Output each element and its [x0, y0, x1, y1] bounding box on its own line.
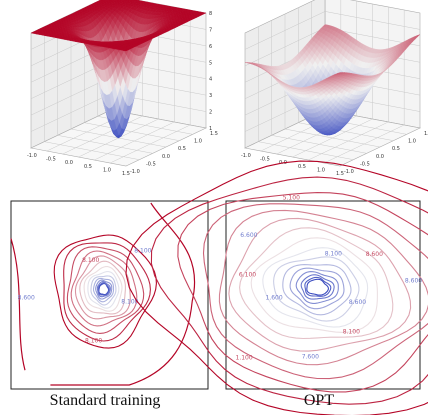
- y-tick-label: -0.5: [146, 161, 156, 167]
- surface-plot-standard: -1.0-0.50.00.51.01.5 -1.0-0.50.00.51.01.5…: [27, 0, 218, 177]
- y-tick-label: 1.0: [194, 139, 202, 145]
- x-tick-label: 1.0: [103, 167, 111, 173]
- contour-level-label: 7.600: [302, 354, 319, 361]
- y-tick-label: -1.0: [130, 169, 140, 175]
- caption-standard-training: Standard training: [49, 392, 161, 409]
- contour-level: [273, 256, 360, 322]
- contour-level: [239, 227, 394, 340]
- contour-level: [96, 281, 111, 298]
- contour-level-label: 6.600: [240, 232, 257, 239]
- contour-level: [150, 176, 428, 405]
- x-tick-label: -1.0: [27, 153, 37, 159]
- contour-level-label: 1.100: [236, 355, 253, 362]
- y-tick-label: 1.0: [408, 139, 416, 145]
- surface: [30, 0, 207, 139]
- contour-level: [70, 250, 138, 327]
- y-tick-label: -1.0: [344, 169, 354, 175]
- contour-level-label: 8.100: [121, 299, 138, 306]
- x-tick-label: 0.5: [84, 164, 92, 170]
- contour-level-label: 8.600: [349, 299, 366, 306]
- z-tick-label: 6: [209, 44, 212, 50]
- y-tick-label: 0.0: [376, 154, 384, 160]
- z-tick-label: 3: [209, 93, 212, 99]
- x-tick-label: 0.5: [298, 164, 306, 170]
- contour-level: [95, 279, 113, 300]
- contour-level: [202, 203, 428, 380]
- surface: [244, 24, 421, 136]
- z-tick-label: 4: [209, 77, 212, 83]
- contour-level-label: 8.100: [82, 257, 99, 264]
- contour-boundary: [10, 238, 26, 371]
- x-tick-label: 1.5: [336, 171, 344, 177]
- z-tick-label: 1: [209, 126, 212, 132]
- y-tick-label: -0.5: [360, 161, 370, 167]
- y-tick-label: 1.5: [424, 131, 428, 137]
- tick-labels: -1.0-0.50.00.51.01.5 -1.0-0.50.00.51.01.5…: [27, 11, 218, 177]
- x-tick-label: -1.0: [241, 153, 251, 159]
- contour-boundary: [50, 202, 196, 386]
- contour-level: [177, 192, 428, 393]
- x-tick-label: 0.0: [65, 160, 73, 166]
- contour-level: [250, 237, 378, 333]
- contour-level: [74, 255, 131, 320]
- contour-level: [289, 267, 345, 310]
- contour-level: [53, 234, 157, 349]
- caption-opt: OPT: [303, 392, 335, 409]
- y-tick-label: 1.5: [210, 131, 218, 137]
- contour-level: [63, 242, 151, 342]
- y-tick-label: 0.5: [178, 146, 186, 152]
- contour-plot-opt: 8.600 8.100 7.600 1.100 1.600 6.100 6.600 5.100…: [125, 160, 428, 415]
- z-tick-label: 5: [209, 60, 212, 66]
- x-tick-label: 1.5: [122, 171, 130, 177]
- contour-level-label: 6.100: [239, 271, 256, 278]
- contour-level-label: 5.100: [283, 194, 300, 201]
- contour-level: [228, 217, 412, 352]
- contour-level-label: 8.100: [343, 329, 360, 336]
- contour-level: [97, 282, 110, 296]
- contour-level: [87, 271, 120, 309]
- z-tick-label: 8: [209, 11, 212, 17]
- contour-level: [304, 276, 332, 297]
- x-tick-label: -0.5: [46, 157, 56, 163]
- contour-lines: [10, 202, 196, 386]
- x-tick-label: 1.0: [317, 167, 325, 173]
- contour-labels: 8.100 8.100 8.600 8.100 8.100: [18, 247, 152, 344]
- contour-level-label: 8.600: [366, 251, 383, 258]
- surface-plot-opt: -1.0-0.50.00.51.01.5-1.0-0.50.00.51.01.5: [241, 0, 428, 177]
- contour-level: [125, 160, 428, 415]
- z-tick-label: 2: [209, 110, 212, 116]
- contour-level: [218, 209, 428, 366]
- y-tick-label: 0.5: [392, 146, 400, 152]
- y-tick-label: 0.0: [162, 154, 170, 160]
- contour-plot-standard: 8.100 8.100 8.600 8.100 8.100: [10, 200, 209, 390]
- contour-level-label: 8.100: [325, 251, 342, 258]
- z-tick-label: 7: [209, 27, 212, 33]
- contour-level-label: 8.600: [405, 277, 422, 284]
- contour-level-label: 8.100: [85, 337, 102, 344]
- contour-labels: 8.600 8.100 7.600 1.100 1.600 6.100 6.600 5.100…: [236, 194, 423, 361]
- contour-level-label: 8.100: [134, 247, 151, 254]
- contour-level: [306, 278, 329, 296]
- x-tick-label: -0.5: [260, 157, 270, 163]
- contour-level: [282, 264, 352, 316]
- contour-level: [66, 246, 145, 334]
- contour-level: [79, 260, 126, 315]
- contour-level: [300, 274, 335, 300]
- contour-level: [92, 277, 115, 303]
- contour-level: [90, 275, 117, 306]
- contour-level-label: 8.600: [18, 294, 35, 301]
- contour-level: [295, 271, 339, 304]
- contour-level: [83, 266, 123, 312]
- contour-level: [262, 247, 369, 328]
- contour-level-label: 1.600: [266, 294, 283, 301]
- contour-lines: [125, 160, 428, 415]
